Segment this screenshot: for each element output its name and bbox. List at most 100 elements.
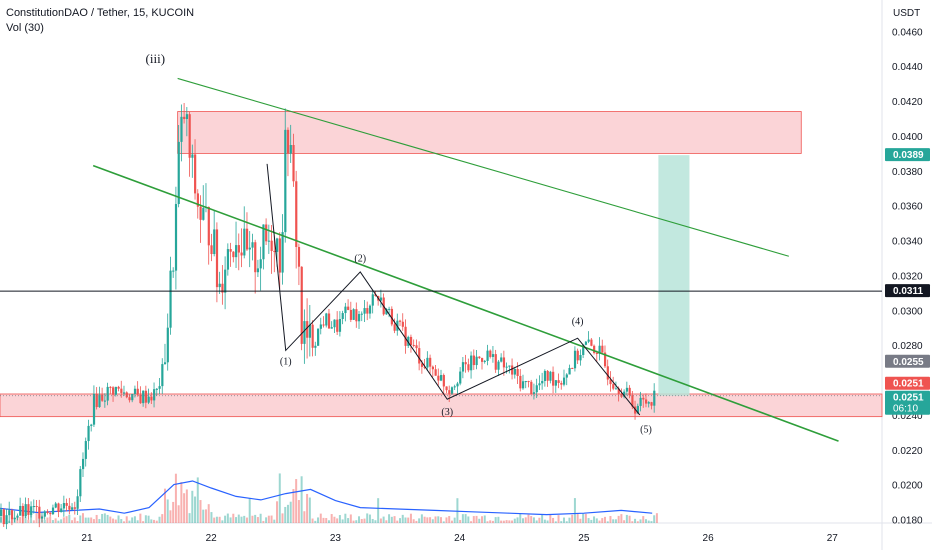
candle-body (470, 355, 473, 371)
volume-bar (461, 514, 464, 523)
candle-body (60, 508, 63, 512)
volume-bar (185, 489, 188, 523)
volume-bar (614, 519, 617, 523)
volume-bar (161, 514, 164, 523)
y-tick-label: 0.0420 (892, 97, 923, 108)
candle-body (265, 224, 268, 242)
candle-body (565, 374, 568, 378)
volume-bar (79, 515, 82, 523)
volume-bar (628, 515, 631, 523)
volume-bar (560, 521, 563, 523)
candle-body (634, 406, 637, 414)
volume-bar (278, 473, 281, 523)
candle-body (538, 383, 541, 386)
target-zone (658, 155, 690, 396)
candle-body (440, 375, 443, 381)
volume-bar (232, 513, 235, 523)
candle-body (213, 229, 216, 255)
volume-bar (448, 516, 451, 523)
candle-body (437, 375, 440, 381)
volume-bar (259, 513, 262, 523)
candle-body (601, 345, 604, 353)
candle-body (552, 371, 555, 386)
y-tick-label: 0.0280 (892, 341, 923, 352)
candle-body (185, 114, 189, 120)
volume-bar (642, 516, 645, 523)
volume-bar (300, 476, 303, 523)
volume-bar (180, 482, 183, 523)
elliott-wave-path (266, 163, 641, 416)
candle-body (519, 375, 522, 389)
candle-body (404, 326, 407, 346)
trend-lower-line (92, 164, 839, 442)
price-tag-green (885, 390, 930, 415)
candle-body (224, 269, 227, 293)
volume-bar (46, 517, 49, 523)
volume-bar (240, 516, 243, 523)
candle-body (415, 345, 418, 349)
volume-bar (136, 520, 139, 523)
candle-body (554, 380, 557, 386)
candle-body (10, 510, 14, 520)
candle-body (336, 319, 339, 332)
candle-body (358, 314, 361, 322)
candle-body (169, 270, 172, 328)
candle-body (535, 385, 538, 393)
volume-bar (390, 516, 393, 523)
volume-bar (511, 520, 514, 523)
candle-body (472, 355, 476, 366)
volume-bar (169, 510, 172, 523)
volume-bar (142, 521, 145, 523)
resistance-zone (177, 111, 802, 154)
volume-bar (311, 518, 314, 523)
volume-bar (617, 515, 620, 523)
volume-bar (344, 513, 347, 523)
candle-body (270, 240, 273, 251)
candle-body (46, 511, 49, 513)
volume-bar (442, 521, 445, 523)
volume-bar (587, 518, 590, 523)
candle-body (308, 324, 312, 338)
volume-bar (308, 497, 311, 523)
volume-bar (153, 519, 156, 523)
price-tag-label: 0.0251 (893, 379, 924, 390)
candle-body (530, 381, 533, 394)
volume-bar (532, 517, 535, 523)
volume-bar (327, 520, 330, 523)
volume-bar (379, 518, 382, 523)
wave-label: (5) (640, 424, 652, 435)
candle-body (73, 507, 76, 509)
candle-body (153, 389, 156, 401)
volume-bar (521, 518, 524, 523)
volume-bar (237, 514, 240, 523)
candle-body (582, 344, 585, 355)
candle-body (163, 362, 167, 365)
volume-bar (650, 521, 653, 523)
candle-body (311, 324, 314, 348)
volume-bar (486, 521, 489, 523)
volume-bar (445, 517, 448, 523)
volume-bar (62, 517, 65, 523)
candle-body (81, 458, 85, 470)
volume-bar (366, 513, 369, 523)
x-tick-label: 23 (330, 533, 342, 544)
volume-bar (229, 517, 232, 523)
candle-body (568, 367, 571, 375)
volume-bar (450, 520, 453, 523)
volume-bar (472, 516, 475, 523)
candle-body (199, 206, 202, 220)
candle-body (150, 396, 153, 401)
volume-bar (295, 479, 298, 523)
volume-bar (426, 517, 429, 523)
volume-bar (541, 514, 544, 523)
candle-body (286, 129, 290, 154)
volume-bar (155, 520, 158, 523)
candle-body (368, 305, 372, 314)
x-tick-label: 21 (81, 533, 93, 544)
volume-bar (352, 520, 355, 523)
candle-body (262, 224, 265, 260)
volume-bar (84, 517, 87, 523)
candle-body (442, 375, 445, 387)
volume-bar (144, 515, 147, 523)
